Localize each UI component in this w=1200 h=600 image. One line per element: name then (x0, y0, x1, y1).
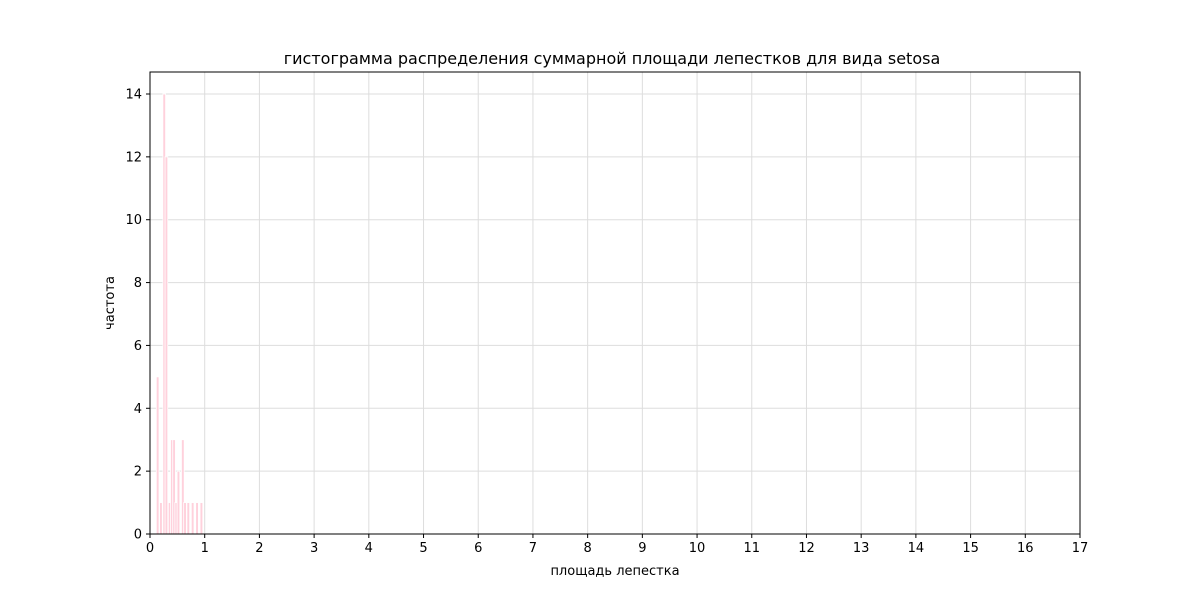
histogram-bar (186, 502, 191, 535)
x-tick-label: 1 (201, 541, 209, 556)
x-tick-label: 14 (908, 541, 925, 556)
x-axis-ticks: 0 1 2 3 4 5 6 7 8 9 10 11 12 13 14 15 16 17 (146, 534, 1088, 556)
histogram-bar (183, 502, 187, 535)
histogram-bar (190, 502, 195, 535)
x-tick-label: 6 (474, 541, 482, 556)
x-tick-label: 17 (1072, 541, 1089, 556)
histogram-bar (155, 376, 160, 535)
x-tick-label: 4 (365, 541, 373, 556)
y-tick-label: 10 (125, 213, 142, 228)
y-tick-label: 6 (134, 339, 142, 354)
chart-title: гистограмма распределения суммарной площ… (284, 49, 941, 68)
histogram-bar (159, 502, 163, 535)
histogram-bar (199, 502, 204, 535)
x-tick-label: 10 (689, 541, 706, 556)
grid-lines (149, 72, 1081, 535)
x-tick-label: 13 (853, 541, 870, 556)
histogram-bar (164, 156, 169, 535)
histogram-bars (155, 93, 204, 535)
y-tick-label: 14 (125, 88, 142, 103)
plot-frame (149, 71, 1081, 535)
histogram-bar (195, 502, 199, 535)
y-axis-label: частота (103, 276, 118, 330)
y-tick-label: 12 (125, 150, 142, 165)
y-tick-label: 2 (134, 465, 142, 480)
x-tick-label: 9 (638, 541, 646, 556)
x-tick-label: 2 (255, 541, 263, 556)
x-tick-label: 12 (798, 541, 815, 556)
histogram-bar (176, 470, 181, 535)
x-tick-label: 5 (419, 541, 427, 556)
y-tick-label: 0 (134, 528, 142, 543)
x-tick-label: 0 (146, 541, 154, 556)
x-tick-label: 7 (529, 541, 537, 556)
x-tick-label: 15 (962, 541, 979, 556)
x-axis-label: площадь лепестка (550, 564, 679, 579)
x-tick-label: 16 (1017, 541, 1034, 556)
x-tick-label: 11 (743, 541, 760, 556)
y-axis-ticks: 0 2 4 6 8 10 12 14 (125, 88, 150, 543)
y-tick-label: 4 (134, 402, 142, 417)
y-tick-label: 8 (134, 276, 142, 291)
x-tick-label: 3 (310, 541, 318, 556)
x-tick-label: 8 (584, 541, 592, 556)
